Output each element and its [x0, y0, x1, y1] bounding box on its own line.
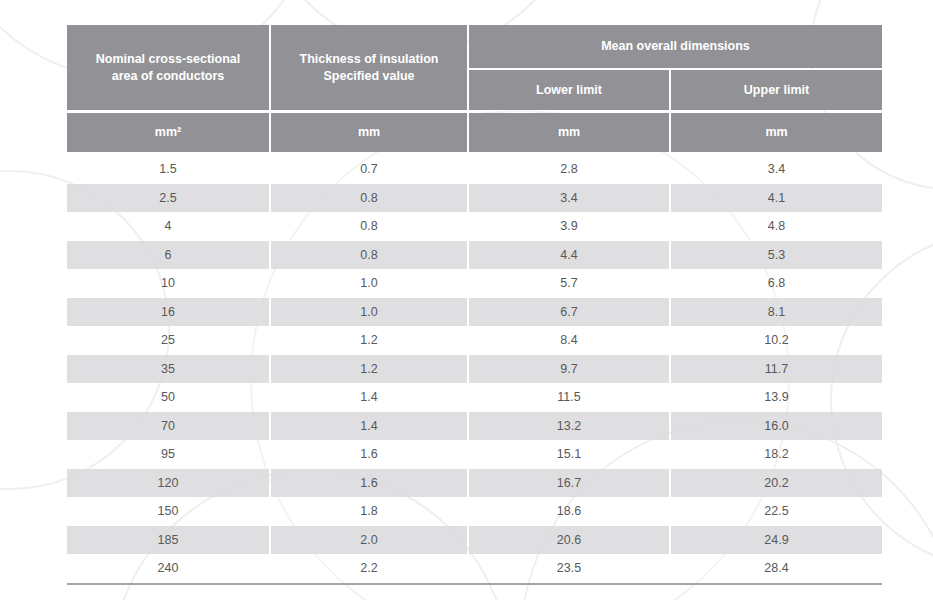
table-cell: 16: [67, 298, 269, 327]
table-cell: 22.5: [671, 497, 882, 526]
table-cell: 1.2: [271, 326, 467, 355]
table-cell: 16.7: [469, 469, 669, 498]
table-cell: 2.8: [469, 155, 669, 184]
table-cell: 20.6: [469, 526, 669, 555]
table-cell: 50: [67, 383, 269, 412]
table-bottom-rule: [67, 583, 882, 585]
header-group-mean-dimensions: Mean overall dimensions Lower limit Uppe…: [469, 25, 882, 110]
table-cell: 35: [67, 355, 269, 384]
header-nominal-area: Nominal cross-sectional area of conducto…: [67, 25, 269, 110]
table-cell: 28.4: [671, 554, 882, 583]
table-row: 501.411.513.9: [67, 383, 882, 412]
table-cell: 1.6: [271, 469, 467, 498]
unit-mm2: mm²: [67, 113, 269, 152]
table-cell: 25: [67, 326, 269, 355]
table-row: 1501.818.622.5: [67, 497, 882, 526]
table-cell: 150: [67, 497, 269, 526]
table-cell: 11.7: [671, 355, 882, 384]
unit-mm-2: mm: [469, 113, 669, 152]
table-cell: 5.7: [469, 269, 669, 298]
table-cell: 16.0: [671, 412, 882, 441]
units-row: mm² mm mm mm: [67, 113, 882, 152]
table-cell: 0.8: [271, 241, 467, 270]
table-cell: 95: [67, 440, 269, 469]
table-cell: 3.4: [469, 184, 669, 213]
table-cell: 0.8: [271, 184, 467, 213]
table-cell: 1.0: [271, 298, 467, 327]
table-cell: 1.5: [67, 155, 269, 184]
table-cell: 3.4: [671, 155, 882, 184]
table-cell: 11.5: [469, 383, 669, 412]
header-upper-limit: Upper limit: [671, 70, 882, 110]
table-cell: 13.9: [671, 383, 882, 412]
table-cell: 1.6: [271, 440, 467, 469]
table-cell: 2.2: [271, 554, 467, 583]
table-cell: 2.5: [67, 184, 269, 213]
table-cell: 185: [67, 526, 269, 555]
table-cell: 4.8: [671, 212, 882, 241]
header-insulation-thickness: Thickness of insulation Specified value: [271, 25, 467, 110]
table-cell: 8.4: [469, 326, 669, 355]
table-row: 161.06.78.1: [67, 298, 882, 327]
table-cell: 1.0: [271, 269, 467, 298]
table-cell: 1.2: [271, 355, 467, 384]
table-cell: 24.9: [671, 526, 882, 555]
table-cell: 6.8: [671, 269, 882, 298]
table-row: 1201.616.720.2: [67, 469, 882, 498]
table-row: 2.50.83.44.1: [67, 184, 882, 213]
table-cell: 4.1: [671, 184, 882, 213]
table-cell: 18.6: [469, 497, 669, 526]
table-cell: 2.0: [271, 526, 467, 555]
table-cell: 120: [67, 469, 269, 498]
table-cell: 0.8: [271, 212, 467, 241]
header-subrow: Lower limit Upper limit: [469, 70, 882, 110]
table-cell: 18.2: [671, 440, 882, 469]
table-row: 701.413.216.0: [67, 412, 882, 441]
table-row: 351.29.711.7: [67, 355, 882, 384]
table-row: 40.83.94.8: [67, 212, 882, 241]
table-cell: 4: [67, 212, 269, 241]
table-cell: 1.4: [271, 383, 467, 412]
table-row: 251.28.410.2: [67, 326, 882, 355]
unit-mm-1: mm: [271, 113, 467, 152]
table-row: 1.50.72.83.4: [67, 155, 882, 184]
table-row: 101.05.76.8: [67, 269, 882, 298]
table-row: 2402.223.528.4: [67, 554, 882, 583]
table-cell: 0.7: [271, 155, 467, 184]
table-cell: 240: [67, 554, 269, 583]
table-body: 1.50.72.83.42.50.83.44.140.83.94.860.84.…: [67, 155, 882, 583]
table-cell: 6: [67, 241, 269, 270]
table-header-row: Nominal cross-sectional area of conducto…: [67, 25, 882, 110]
table-row: 1852.020.624.9: [67, 526, 882, 555]
table-cell: 3.9: [469, 212, 669, 241]
table-row: 951.615.118.2: [67, 440, 882, 469]
table-cell: 4.4: [469, 241, 669, 270]
table-cell: 13.2: [469, 412, 669, 441]
table-cell: 15.1: [469, 440, 669, 469]
table-cell: 6.7: [469, 298, 669, 327]
table-cell: 1.4: [271, 412, 467, 441]
header-lower-limit: Lower limit: [469, 70, 669, 110]
table-cell: 23.5: [469, 554, 669, 583]
table-row: 60.84.45.3: [67, 241, 882, 270]
header-mean-overall-dimensions: Mean overall dimensions: [469, 25, 882, 68]
table-cell: 1.8: [271, 497, 467, 526]
unit-mm-3: mm: [671, 113, 882, 152]
table-cell: 20.2: [671, 469, 882, 498]
table-cell: 5.3: [671, 241, 882, 270]
table-cell: 9.7: [469, 355, 669, 384]
table-cell: 10: [67, 269, 269, 298]
dimensions-table: Nominal cross-sectional area of conducto…: [67, 25, 882, 585]
table-cell: 8.1: [671, 298, 882, 327]
table-cell: 70: [67, 412, 269, 441]
table-cell: 10.2: [671, 326, 882, 355]
